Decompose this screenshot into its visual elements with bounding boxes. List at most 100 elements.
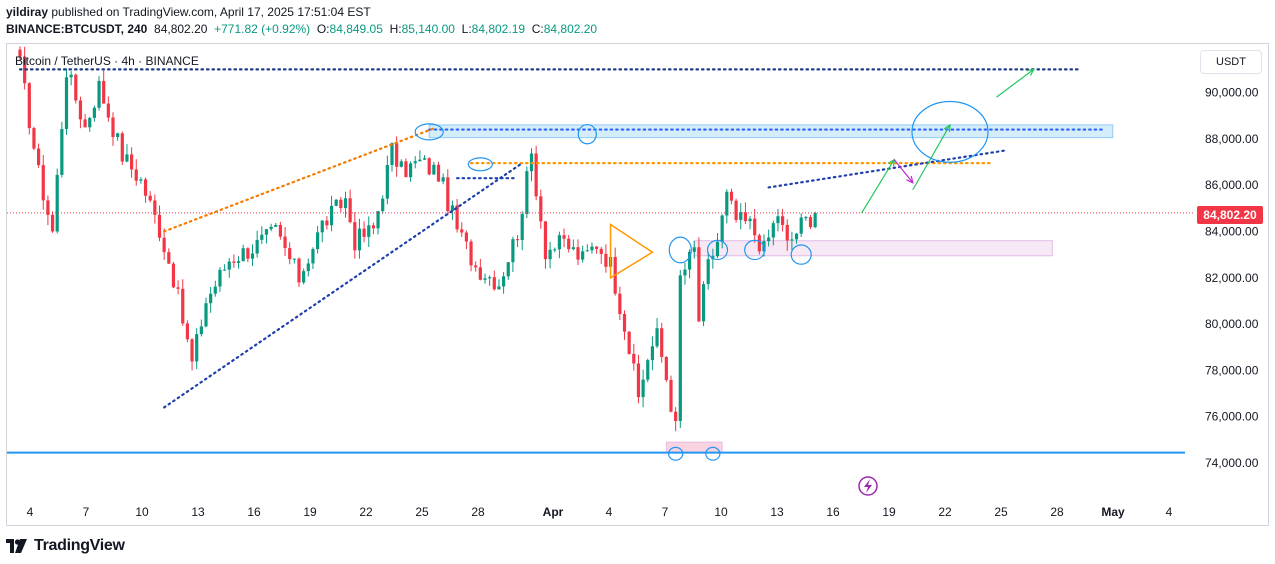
- candle-body: [232, 261, 236, 263]
- candle-body: [46, 200, 50, 215]
- candle-body: [511, 239, 515, 263]
- publish-info: yildiray published on TradingView.com, A…: [6, 5, 371, 19]
- x-tick-label: 7: [83, 505, 90, 519]
- y-tick-label: 76,000.00: [1205, 410, 1259, 424]
- candle-body: [488, 277, 492, 279]
- candle-body: [418, 159, 422, 162]
- candle-body: [697, 247, 701, 322]
- pullback-arrow-head: [906, 175, 914, 184]
- candle-body: [162, 237, 166, 253]
- candle-body: [92, 107, 96, 118]
- candle-body: [413, 161, 417, 164]
- author-name[interactable]: yildiray: [6, 5, 49, 19]
- candle-body: [74, 74, 78, 101]
- candle-body: [767, 237, 771, 242]
- orange-channel-top: [163, 127, 435, 233]
- candle-body: [213, 286, 217, 294]
- candle-body: [311, 249, 315, 264]
- annotation-ellipse: [705, 446, 721, 461]
- candle-body: [520, 213, 524, 241]
- candle-body: [409, 163, 413, 178]
- y-tick-label: 84,000.00: [1205, 224, 1259, 238]
- candle-body: [195, 334, 199, 362]
- candle-body: [185, 323, 189, 340]
- y-tick-label: 82,000.00: [1205, 271, 1259, 285]
- x-tick-label: 4: [27, 505, 34, 519]
- candle-body: [525, 171, 529, 214]
- candle-body: [622, 314, 627, 332]
- candle-body: [506, 262, 510, 277]
- currency-unit-button[interactable]: USDT: [1200, 50, 1262, 74]
- annotation-ellipse: [414, 123, 444, 141]
- candle-body: [515, 239, 520, 241]
- y-tick-label: 78,000.00: [1205, 363, 1259, 377]
- y-tick-label: 88,000.00: [1205, 132, 1259, 146]
- candle-body: [37, 148, 41, 166]
- candle-body: [153, 200, 157, 215]
- candle-body: [539, 196, 543, 222]
- close-value: 84,802.20: [543, 22, 598, 36]
- candle-body: [781, 216, 785, 225]
- candle-body: [436, 164, 441, 182]
- candle-body: [734, 200, 738, 220]
- candle-body: [143, 179, 148, 196]
- candle-body: [18, 49, 22, 57]
- x-tick-label: 10: [714, 505, 728, 519]
- candle-body: [64, 77, 69, 129]
- last-price-text: 84,802.20: [154, 22, 208, 36]
- candle-body: [223, 269, 227, 271]
- annotation-ellipse: [706, 239, 729, 261]
- candle-body: [371, 225, 375, 229]
- x-tick-label: 16: [826, 505, 840, 519]
- candle-body: [804, 217, 808, 219]
- candle-body: [618, 293, 622, 315]
- candle-body: [478, 267, 482, 280]
- candle-body: [148, 195, 152, 201]
- lightning-icon-bolt: [864, 479, 872, 493]
- candle-body: [55, 174, 59, 232]
- annotation-ellipse: [467, 157, 493, 172]
- candle-body: [557, 235, 561, 250]
- annotation-ellipse: [668, 236, 692, 264]
- candle-body: [167, 252, 171, 264]
- candle-body: [404, 161, 408, 178]
- candle-body: [292, 258, 296, 260]
- candle-body: [50, 214, 55, 232]
- candle-body: [692, 247, 696, 252]
- chart-frame[interactable]: [6, 43, 1269, 526]
- candle-body: [799, 217, 803, 234]
- candle-body: [88, 117, 92, 128]
- candle-body: [181, 288, 185, 324]
- candle-body: [474, 265, 478, 268]
- candle-body: [395, 143, 399, 167]
- tradingview-logo-icon: [6, 539, 27, 553]
- tradingview-logo[interactable]: TradingView: [6, 537, 125, 555]
- low-value: 84,802.19: [471, 22, 526, 36]
- candle-body: [497, 286, 501, 290]
- low-label: L:: [461, 22, 472, 36]
- candle-body: [576, 247, 580, 260]
- candle-body: [562, 235, 566, 239]
- candle-body: [27, 83, 31, 129]
- candle-body: [97, 80, 101, 108]
- candle-body: [502, 276, 506, 287]
- x-tick-label: Apr: [543, 505, 564, 519]
- candle-body: [316, 232, 320, 250]
- lightning-icon: [858, 476, 878, 496]
- upper-trendline: [767, 149, 1007, 189]
- projection-arrow-2-head: [943, 123, 951, 132]
- x-tick-label: 13: [191, 505, 205, 519]
- annotation-ellipse: [790, 244, 812, 265]
- candle-body: [739, 212, 743, 220]
- x-tick-label: 22: [359, 505, 373, 519]
- candle-body: [599, 248, 603, 254]
- candle-body: [348, 198, 352, 223]
- y-tick-label: 90,000.00: [1205, 86, 1259, 100]
- candle-body: [715, 241, 720, 257]
- candle-body: [83, 119, 87, 128]
- candle-body: [69, 74, 73, 78]
- candle-body: [543, 221, 548, 260]
- candle-body: [655, 328, 659, 347]
- candle-body: [120, 133, 124, 162]
